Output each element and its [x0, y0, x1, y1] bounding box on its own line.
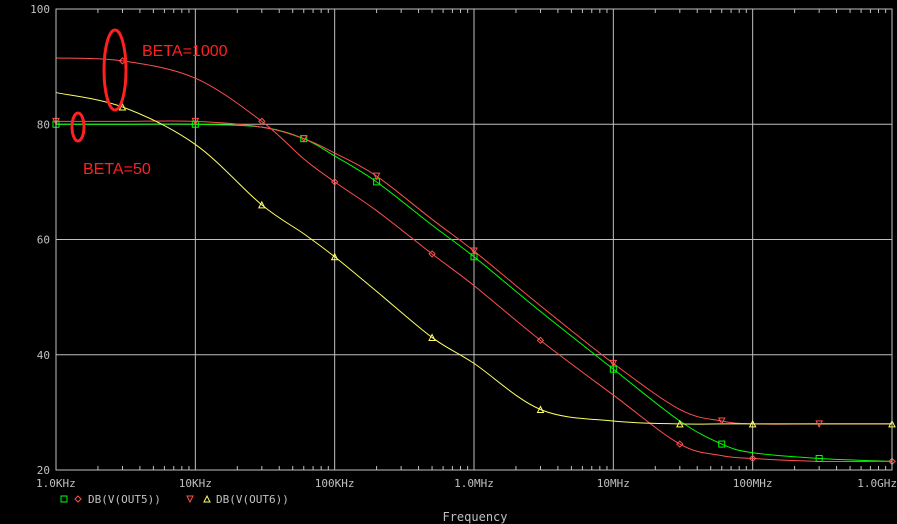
- legend-square-marker: [60, 495, 68, 503]
- marker-triangle-up: [536, 405, 545, 413]
- series-line-1: [55, 57, 893, 463]
- x-tick-label: 10KHz: [179, 477, 212, 490]
- beta-1000-label: BETA=1000: [142, 43, 228, 60]
- beta-50-label: BETA=50: [83, 161, 151, 178]
- grid: [56, 9, 892, 470]
- marker-diamond: [536, 336, 545, 345]
- x-tick-label: 10MHz: [597, 477, 630, 490]
- legend-triangle-down-marker: [186, 495, 194, 504]
- marker-triangle-down: [372, 172, 381, 181]
- series-line-0: [56, 123, 893, 462]
- x-tick-label: 1.0MHz: [454, 477, 494, 490]
- marker-square: [191, 120, 199, 128]
- legend-label-out5: DB(V(OUT5)): [88, 493, 161, 506]
- marker-diamond: [748, 454, 757, 463]
- marker-diamond: [258, 117, 266, 126]
- x-axis-label: Frequency: [442, 510, 507, 524]
- beta-1000-ellipse: [102, 28, 128, 112]
- x-tick-label: 1.0GHz: [857, 477, 897, 490]
- y-tick-labels: 100 80 60 40 20: [30, 3, 50, 477]
- marker-triangle-down: [299, 135, 308, 143]
- marker-triangle-up: [748, 419, 757, 428]
- marker-triangle-down: [815, 420, 823, 429]
- series-line-2: [55, 120, 892, 425]
- legend-triangle-up-marker: [203, 494, 211, 503]
- marker-triangle-down: [717, 417, 726, 426]
- marker-square: [718, 440, 726, 448]
- marker-square: [815, 454, 823, 462]
- plot-frame: [55, 8, 893, 471]
- marker-triangle-up: [258, 200, 266, 209]
- legend-label-out6: DB(V(OUT6)): [216, 493, 289, 506]
- y-tick-label: 100: [30, 3, 50, 16]
- x-tick-label: 100KHz: [315, 477, 355, 490]
- marker-triangle-down: [470, 247, 478, 256]
- marker-triangle-up: [676, 419, 684, 428]
- legend: DB(V(OUT5)) DB(V(OUT6)): [60, 493, 289, 506]
- y-tick-label: 40: [37, 349, 50, 362]
- marker-triangle-up: [330, 252, 339, 261]
- marker-triangle-up: [428, 333, 436, 341]
- legend-diamond-marker: [74, 495, 82, 503]
- marker-diamond: [330, 178, 339, 186]
- marker-diamond: [676, 440, 684, 448]
- marker-triangle-down: [609, 359, 618, 368]
- markers-group: [52, 57, 896, 466]
- x-tick-label: 100MHz: [733, 477, 773, 490]
- beta-50-ellipse: [70, 111, 86, 143]
- x-tick-labels: 1.0KHz 10KHz 100KHz 1.0MHz 10MHz 100MHz 1.0GHz: [36, 477, 897, 490]
- series-group: [55, 57, 893, 463]
- x-tick-label: 1.0KHz: [36, 477, 76, 490]
- y-tick-label: 20: [37, 464, 50, 477]
- marker-triangle-down: [191, 117, 200, 126]
- marker-diamond: [428, 250, 436, 258]
- y-tick-label: 60: [37, 234, 50, 247]
- y-tick-label: 80: [37, 118, 50, 131]
- series-line-3: [55, 92, 892, 425]
